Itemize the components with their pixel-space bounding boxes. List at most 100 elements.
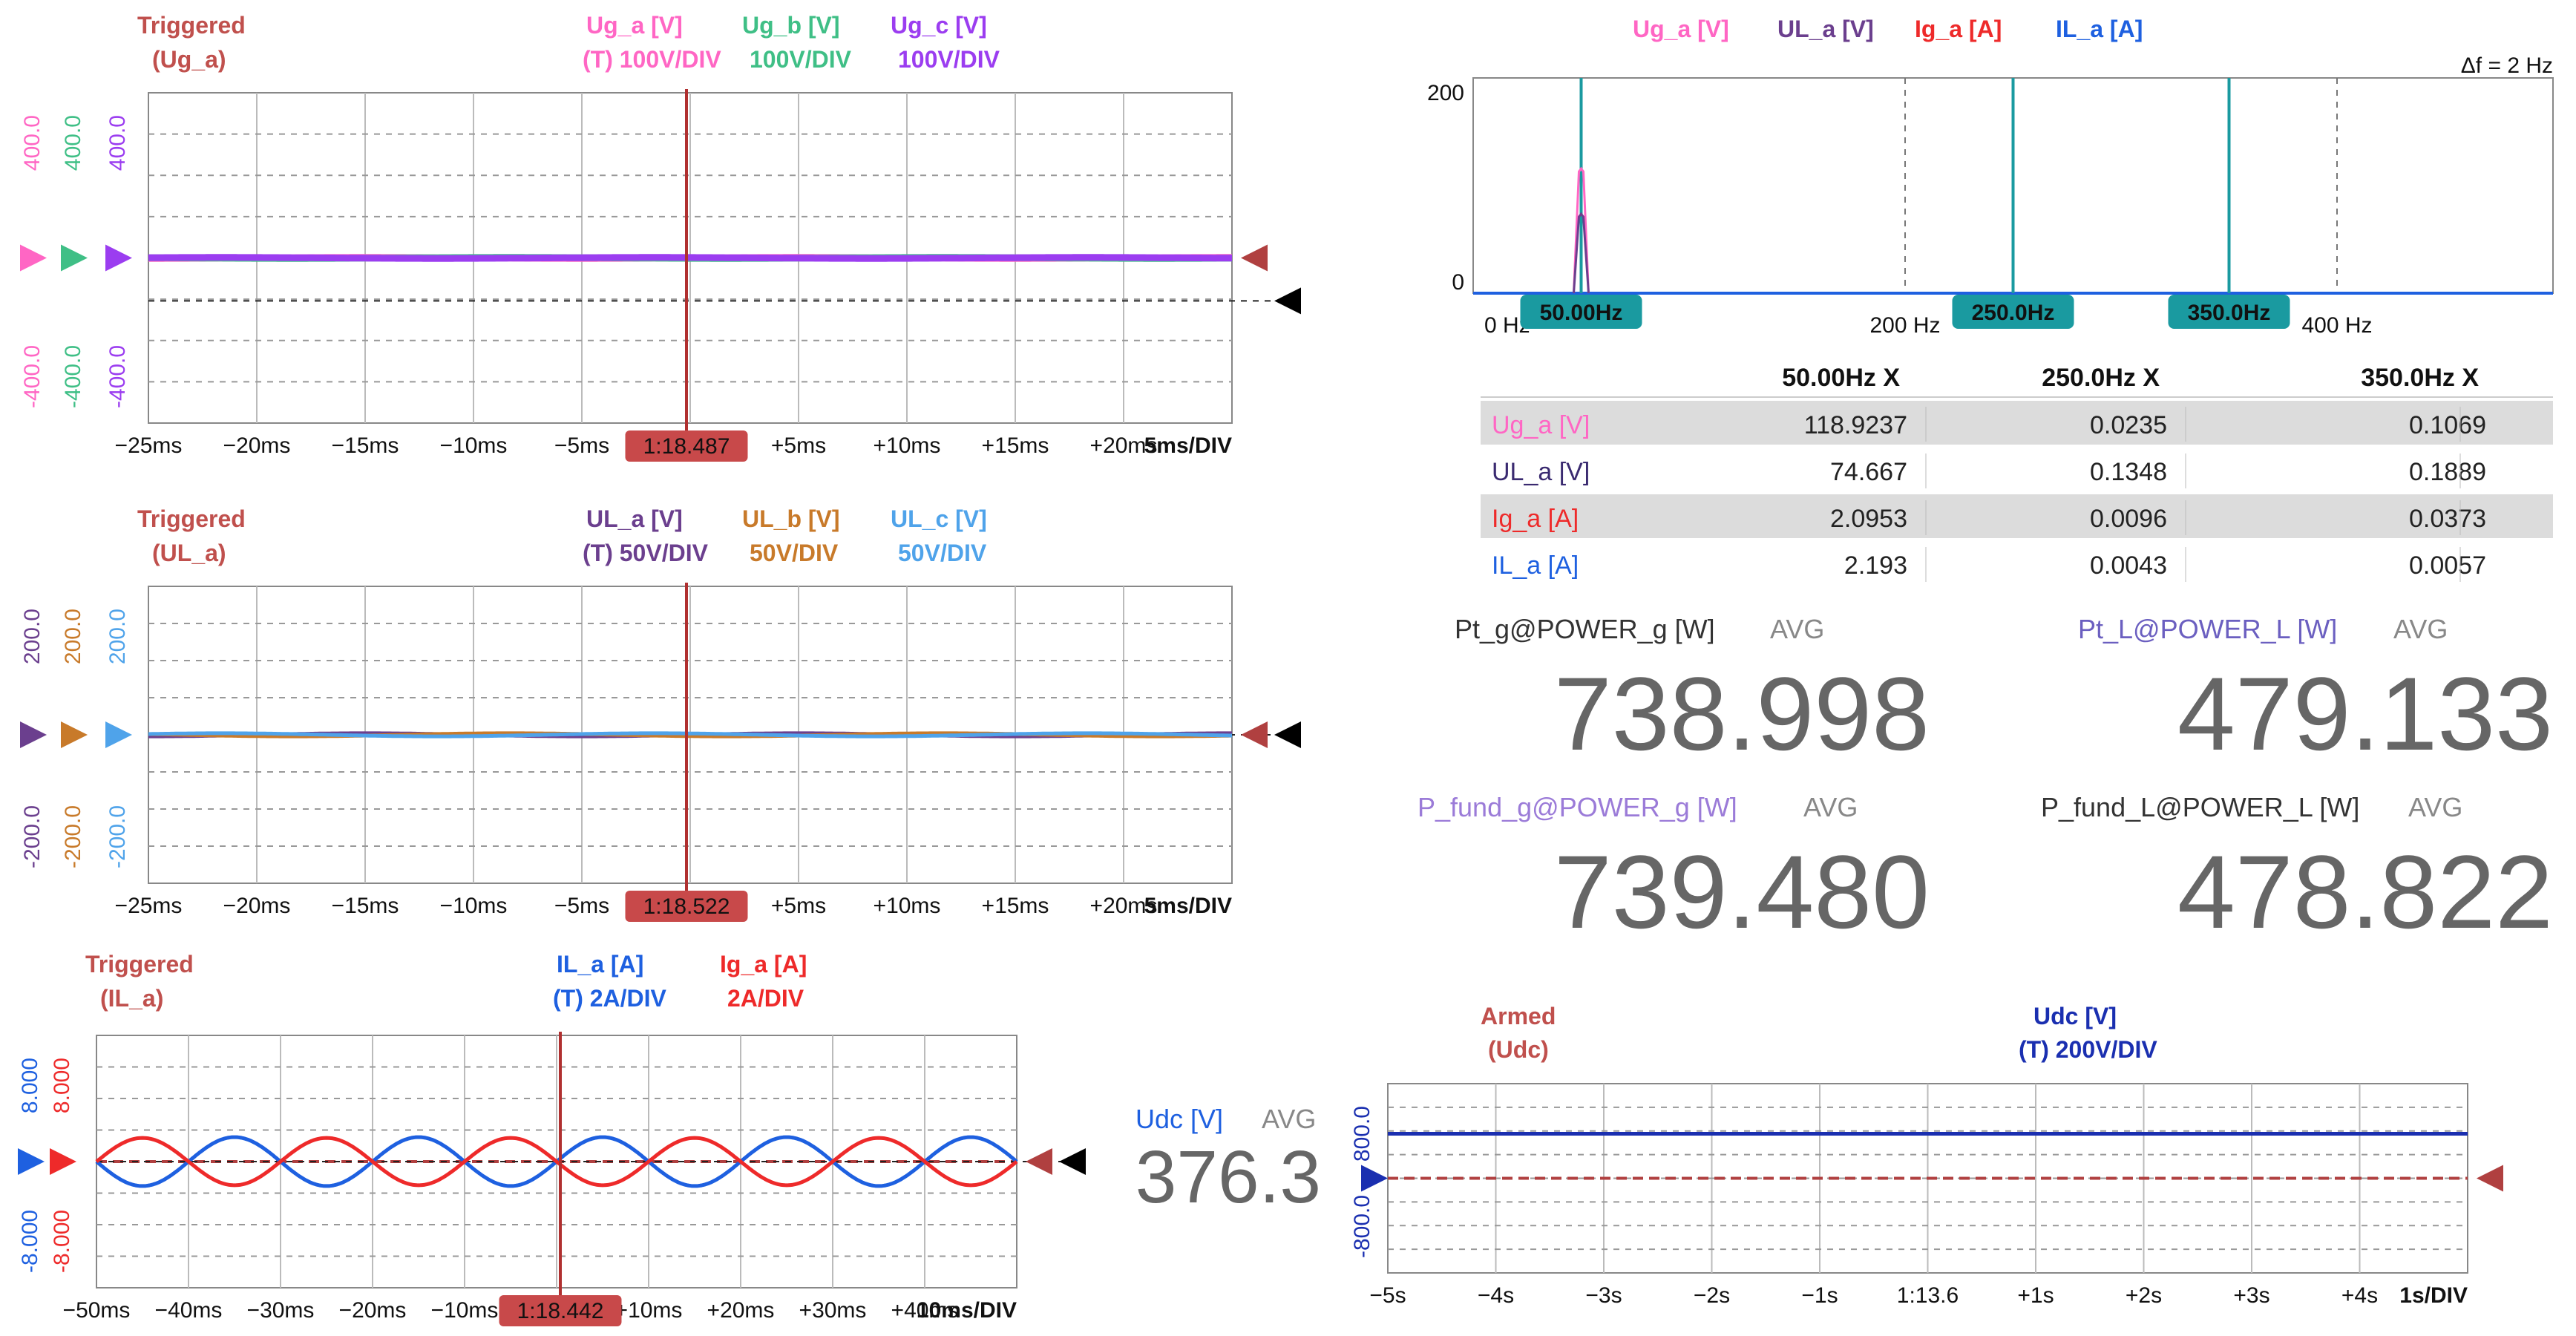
x-tick-label: +30ms [799,1298,867,1323]
legend-series-scale: 50V/DIV [750,540,839,566]
x-tick-label: +20ms [707,1298,775,1323]
channel-offset-marker [61,721,88,748]
x-tick-label: −25ms [115,433,183,458]
trigger-source-label: (Ug_a) [152,46,226,73]
legend-series-scale: 50V/DIV [898,540,987,566]
fft-peak [1573,166,1590,294]
legend-series-name: Ug_a [V] [586,12,683,39]
x-tick-label: +20ms [1090,894,1158,918]
fft-table-cell: 0.0373 [2409,505,2486,533]
fft-table-row-label: Ig_a [A] [1492,505,1579,533]
y-scale-top-label: 8.000 [18,1058,42,1113]
x-tick-label: +20ms [1090,433,1158,458]
trigger-source-label: (Udc) [1488,1036,1549,1063]
fft-table-row-label: IL_a [A] [1492,551,1579,580]
y-scale-top-label: 400.0 [105,115,130,171]
meter-mode: AVG [2393,614,2448,644]
legend-series-scale: 2A/DIV [727,985,804,1012]
legend-series-name: UL_c [V] [891,505,987,532]
y-scale-bottom-label: -400.0 [61,345,85,408]
y-scale-bottom-label: -200.0 [20,805,45,868]
meter-label: P_fund_L@POWER_L [W] [2041,792,2359,822]
meter-value: 739.480 [1554,834,1930,950]
fft-table-cell: 0.0057 [2409,551,2486,580]
scope-pane-0: Triggered (Ug_a) Ug_a [V] (T) 100V/DIV Ug_b … [20,12,1301,462]
legend-series-name: Ug_c [V] [891,12,987,39]
y-scale-top-label: 200.0 [105,609,130,664]
fft-marker-badge[interactable] [1520,295,1642,329]
channel-offset-marker [1361,1165,1388,1192]
x-tick-label: −15ms [332,433,399,458]
x-tick-label: −1s [1801,1283,1838,1308]
meter-mode: AVG [1770,614,1824,644]
x-tick-label: −50ms [63,1298,131,1323]
meter-value: 738.998 [1554,655,1930,772]
legend-series-name: Ig_a [A] [720,951,807,978]
meter-mode: AVG [1803,792,1858,822]
fft-marker-badge[interactable] [2168,295,2290,329]
y-scale-top-label: 400.0 [20,115,45,171]
cursor-time-value: 1:18.522 [643,894,730,919]
trigger-state-label: Armed [1481,1003,1556,1029]
channel-offset-marker [61,244,88,272]
cursor-time-badge[interactable] [625,430,748,462]
x-tick-label: +5ms [771,894,826,918]
x-tick-label: −20ms [223,894,291,918]
fft-peak [1573,212,1590,294]
waveform-trace [148,731,1232,739]
x-tick-label: −15ms [332,894,399,918]
legend-series-name: Ug_b [V] [742,12,840,39]
cursor-time-badge[interactable] [625,891,748,922]
fft-table-cell: 118.9237 [1804,411,1907,439]
y-scale-top-label: 200.0 [20,609,45,664]
x-tick-label: +5ms [771,433,826,458]
waveform-trace [95,1136,1018,1188]
y-scale-bottom-label: -800.0 [1350,1195,1374,1258]
legend-series-name: UL_b [V] [742,505,840,532]
channel-offset-marker [20,721,47,748]
x-tick-label: +3s [2233,1283,2269,1308]
time-per-div-label: 5ms/DIV [1144,894,1232,918]
fft-y-tick: 200 [1427,81,1464,105]
fft-x-tick: 400 Hz [2301,313,2372,338]
x-tick-label: −40ms [155,1298,223,1323]
x-tick-label: 1:13.6 [1897,1283,1959,1308]
x-tick-label: −4s [1478,1283,1514,1308]
x-tick-label: +15ms [982,894,1049,918]
fft-table-cell: 0.1348 [2090,458,2167,486]
legend-series-scale: (T) 50V/DIV [583,540,709,566]
ground-marker [1059,1148,1086,1175]
trigger-source-label: (UL_a) [152,540,226,566]
fft-table-row-label: UL_a [V] [1492,458,1590,486]
meter-value: 376.3 [1135,1136,1321,1219]
meter-label: Udc [V] [1135,1104,1223,1134]
y-scale-bottom-label: -400.0 [105,345,130,408]
y-scale-top-label: 200.0 [61,609,85,664]
fft-legend-entry: IL_a [A] [2056,16,2143,42]
fft-table-cell: 0.0235 [2090,411,2167,439]
x-tick-label: −20ms [223,433,291,458]
legend-series-scale: (T) 100V/DIV [583,46,721,73]
x-tick-label: −20ms [339,1298,407,1323]
ground-marker [1274,287,1301,315]
ground-marker [1274,721,1301,748]
y-scale-bottom-label: -200.0 [105,805,130,868]
legend-series-name: Udc [V] [2033,1003,2117,1029]
table-row-background [1481,494,2553,538]
trigger-state-label: Triggered [85,951,194,978]
x-tick-label: −10ms [431,1298,499,1323]
cursor-time-badge[interactable] [499,1295,622,1326]
fft-table-column-header: 50.00Hz X [1782,364,1900,392]
x-tick-label: +1s [2017,1283,2054,1308]
x-tick-label: +10ms [874,433,941,458]
fft-table-cell: 2.193 [1844,551,1907,580]
x-tick-label: −30ms [247,1298,315,1323]
legend-series-scale: (T) 2A/DIV [553,985,667,1012]
fft-legend-entry: Ig_a [A] [1915,16,2002,42]
channel-offset-marker [50,1148,76,1175]
meter-label: Pt_L@POWER_L [W] [2078,614,2337,644]
fft-marker-badge[interactable] [1952,295,2074,329]
time-per-div-label: 1s/DIV [2399,1283,2468,1308]
time-per-div-label: 10ms/DIV [917,1298,1017,1323]
trigger-state-label: Triggered [137,12,246,39]
